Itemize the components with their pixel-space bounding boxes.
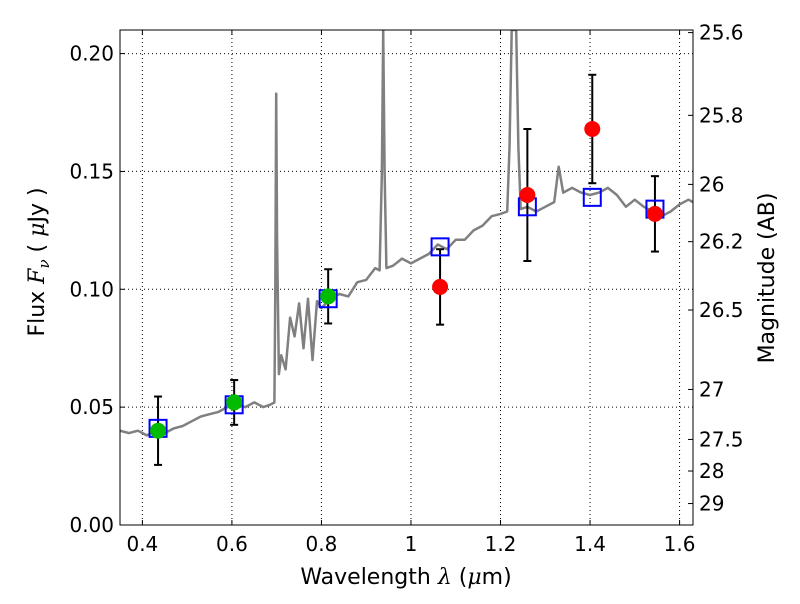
y-tick-label: 0.20 [69,42,114,66]
plot-layer [120,30,693,466]
x-tick-label: 0.6 [216,532,248,556]
optical-point [320,288,337,305]
infrared-point [432,278,449,295]
optical-point [150,422,167,439]
infrared-point [646,205,663,222]
y2-tick-label: 25.6 [699,21,744,45]
x-axis-label: Wavelength λ (μm) [300,565,511,590]
infrared-point [584,121,601,137]
model-point [430,237,450,257]
x-tick-label: 1.2 [485,532,517,556]
x-tick-label: 1.4 [574,532,606,556]
spectrum-line [120,30,693,437]
y2-tick-label: 26.2 [699,230,744,254]
y-tick-label: 0.10 [69,277,114,301]
y2-tick-label: 27.5 [699,427,744,451]
y-tick-label: 0.15 [69,159,114,183]
plot-area [120,30,693,525]
y2-tick-label: 25.8 [699,103,744,127]
y2-axis-label: Magnitude (AB) [755,193,780,364]
y2-axis: 25.6 25.8 26 26.2 26.5 27 27.5 28 29 [688,21,744,516]
grid [120,30,693,526]
y2-tick-label: 27 [699,377,724,401]
x-tick-label: 1.6 [664,532,696,556]
x-tick-label: 0.4 [126,532,158,556]
y2-tick-label: 26 [699,172,724,196]
y-tick-label: 0.05 [69,395,114,419]
optical-point [226,394,243,411]
x-tick-label: 1 [405,532,418,556]
y-axis: 0.00 0.05 0.10 0.15 0.20 [69,42,125,537]
x-tick-label: 0.8 [306,532,338,556]
y2-tick-label: 26.5 [699,298,744,322]
y2-tick-label: 29 [699,492,724,516]
y-tick-label: 0.00 [69,513,114,537]
model-point [582,187,602,207]
x-axis: 0.4 0.6 0.8 1 1.2 1.4 1.6 [126,30,695,556]
infrared-point [519,187,536,203]
y-axis-label: Flux Fν ( μJy ) [25,187,53,336]
plot-frame [119,29,694,526]
y2-tick-label: 28 [699,459,724,483]
